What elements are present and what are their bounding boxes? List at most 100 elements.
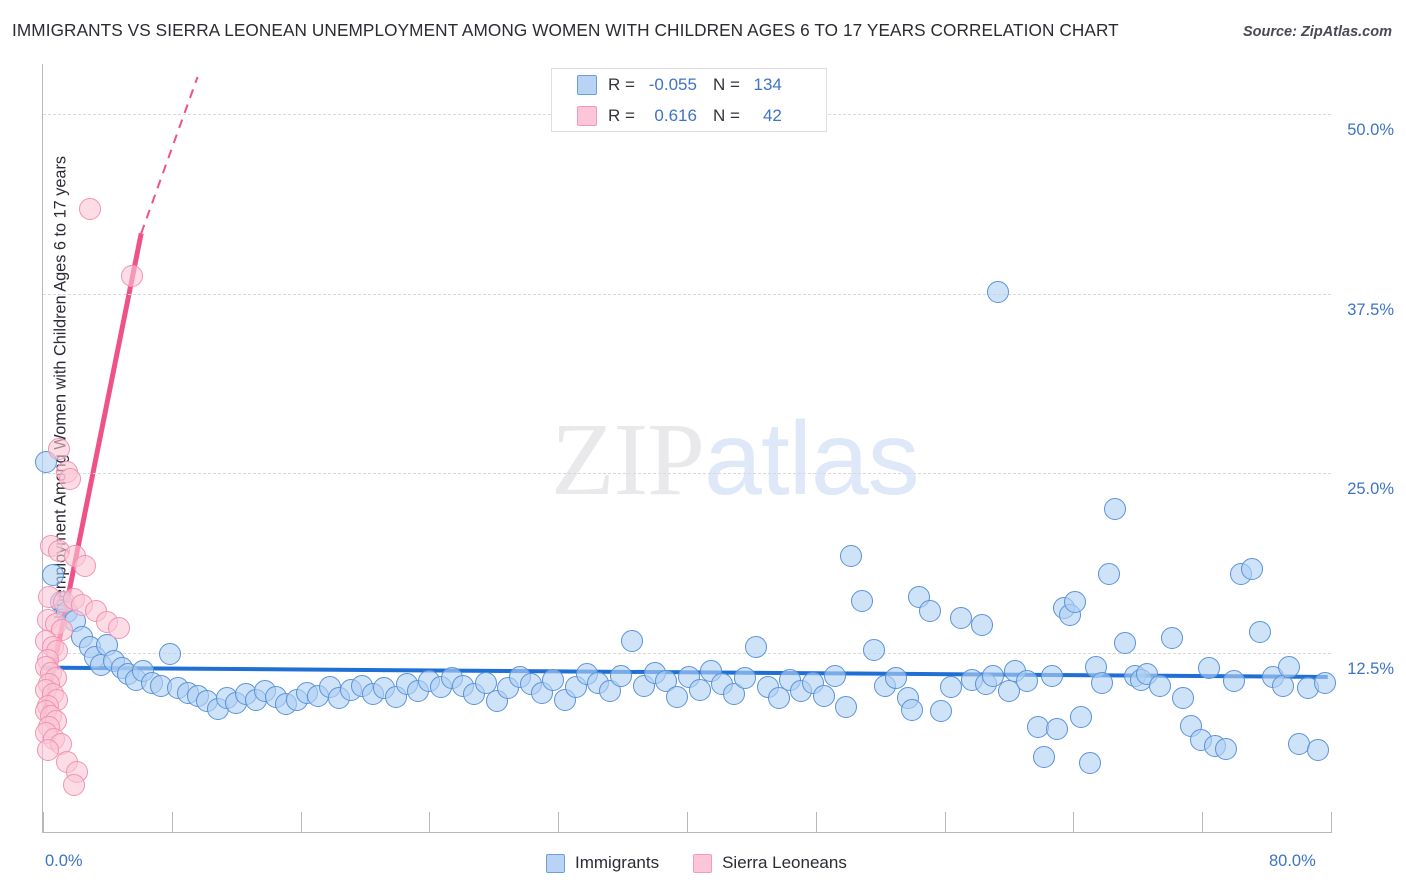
scatter-point[interactable] <box>159 642 182 665</box>
scatter-point[interactable] <box>981 664 1004 687</box>
scatter-point[interactable] <box>1064 591 1086 614</box>
scatter-point[interactable] <box>812 684 835 707</box>
scatter-point[interactable] <box>73 555 96 578</box>
scatter-point[interactable] <box>1078 752 1101 775</box>
stats-r-value-sierra-leoneans: 0.616 <box>654 106 697 125</box>
scatter-point[interactable] <box>1313 671 1336 694</box>
legend-label-immigrants: Immigrants <box>575 853 660 872</box>
scatter-point[interactable] <box>940 676 963 698</box>
legend-item-sierra-leoneans[interactable]: Sierra Leoneans <box>693 853 881 873</box>
stats-swatch-sierra-leoneans <box>577 106 597 126</box>
series-legend: Immigrants Sierra Leoneans <box>546 851 881 875</box>
stats-n-label-immigrants: N = <box>712 75 740 94</box>
scatter-point[interactable] <box>1223 670 1246 693</box>
y-axis-tick-label: 50.0% <box>1347 121 1394 140</box>
scatter-point[interactable] <box>688 678 711 701</box>
x-axis-tick <box>815 812 817 832</box>
x-axis-tick <box>687 812 688 832</box>
x-axis-line <box>42 832 1332 833</box>
page-title: IMMIGRANTS VS SIERRA LEONEAN UNEMPLOYMEN… <box>12 20 1119 40</box>
stats-n-value-sierra-leoneans: 42 <box>762 106 782 125</box>
scatter-point[interactable] <box>621 630 644 653</box>
y-axis-tick-label: 37.5% <box>1347 300 1394 319</box>
watermark-atlas-text: atlas <box>704 401 920 517</box>
scatter-point[interactable] <box>851 589 874 612</box>
scatter-point[interactable] <box>36 739 59 762</box>
scatter-point[interactable] <box>1113 631 1136 654</box>
stats-n-value-immigrants: 134 <box>753 75 782 94</box>
y-axis-tick-label: 25.0% <box>1347 480 1394 499</box>
gridline-y <box>43 293 1331 295</box>
scatter-point[interactable] <box>1197 657 1220 680</box>
stats-r-label-sierra-leoneans: R = <box>608 106 635 125</box>
scatter-point[interactable] <box>1171 687 1194 710</box>
scatter-point[interactable] <box>1215 737 1238 760</box>
scatter-point[interactable] <box>998 680 1020 703</box>
scatter-point[interactable] <box>78 197 101 220</box>
scatter-point[interactable] <box>1160 627 1183 650</box>
x-axis-tick <box>944 812 946 832</box>
scatter-point[interactable] <box>62 773 85 796</box>
x-axis-tick <box>558 812 560 832</box>
y-axis-line <box>42 64 43 832</box>
x-axis-tick <box>1202 812 1204 832</box>
scatter-point[interactable] <box>666 686 689 709</box>
scatter-point[interactable] <box>48 437 71 460</box>
watermark-zip-text: ZIP <box>551 402 705 517</box>
stats-r-value-immigrants: -0.055 <box>648 75 697 94</box>
scatter-point[interactable] <box>542 668 565 691</box>
gridline-y <box>43 473 1331 475</box>
scatter-point[interactable] <box>120 265 143 288</box>
legend-swatch-sierra-leoneans <box>693 853 713 873</box>
scatter-point[interactable] <box>733 667 756 690</box>
x-axis-max-label: 80.0% <box>1269 852 1316 870</box>
scatter-point[interactable] <box>1249 621 1272 644</box>
legend-item-immigrants[interactable]: Immigrants <box>546 853 693 873</box>
scatter-point[interactable] <box>1041 664 1064 687</box>
x-axis-tick <box>429 812 431 832</box>
scatter-point[interactable] <box>1015 670 1038 693</box>
scatter-point[interactable] <box>1033 746 1056 769</box>
scatter-point[interactable] <box>885 667 908 690</box>
scatter-point[interactable] <box>1091 671 1114 694</box>
y-axis-tick-label: 12.5% <box>1347 659 1394 678</box>
scatter-point[interactable] <box>949 607 972 630</box>
x-axis-min-label: 0.0% <box>45 852 83 870</box>
trend-line-extension <box>140 76 199 234</box>
scatter-point[interactable] <box>1149 674 1172 697</box>
scatter-point[interactable] <box>970 614 993 637</box>
scatter-point[interactable] <box>919 599 942 622</box>
scatter-point[interactable] <box>1070 706 1093 729</box>
stats-r-label-immigrants: R = <box>608 75 635 94</box>
scatter-point[interactable] <box>1104 498 1127 520</box>
scatter-point[interactable] <box>1278 655 1301 678</box>
scatter-point[interactable] <box>1241 558 1264 581</box>
x-axis-tick <box>43 812 44 832</box>
scatter-point[interactable] <box>1097 562 1120 585</box>
scatter-point[interactable] <box>862 638 885 661</box>
scatter-point[interactable] <box>51 618 74 641</box>
trend-lines-layer <box>43 76 1328 718</box>
x-axis-tick <box>300 812 302 832</box>
scatter-point[interactable] <box>835 696 858 719</box>
scatter-point[interactable] <box>1046 717 1069 740</box>
scatter-point[interactable] <box>767 687 790 710</box>
scatter-point[interactable] <box>107 617 130 640</box>
scatter-point[interactable] <box>1307 739 1330 762</box>
x-axis-tick <box>1331 812 1332 832</box>
scatter-point[interactable] <box>824 664 847 687</box>
scatter-point[interactable] <box>59 467 82 490</box>
scatter-point[interactable] <box>901 698 924 721</box>
scatter-point[interactable] <box>930 700 953 723</box>
scatter-point[interactable] <box>474 671 497 694</box>
x-axis-tick <box>1073 812 1075 832</box>
stats-swatch-immigrants <box>577 75 597 95</box>
stats-row-immigrants: R = -0.055 N = 134 <box>552 69 828 101</box>
scatter-point[interactable] <box>41 564 64 587</box>
scatter-point[interactable] <box>609 664 632 687</box>
scatter-point[interactable] <box>745 635 768 658</box>
scatter-point[interactable] <box>986 281 1009 304</box>
scatter-point[interactable] <box>722 683 745 706</box>
scatter-point[interactable] <box>840 545 863 568</box>
